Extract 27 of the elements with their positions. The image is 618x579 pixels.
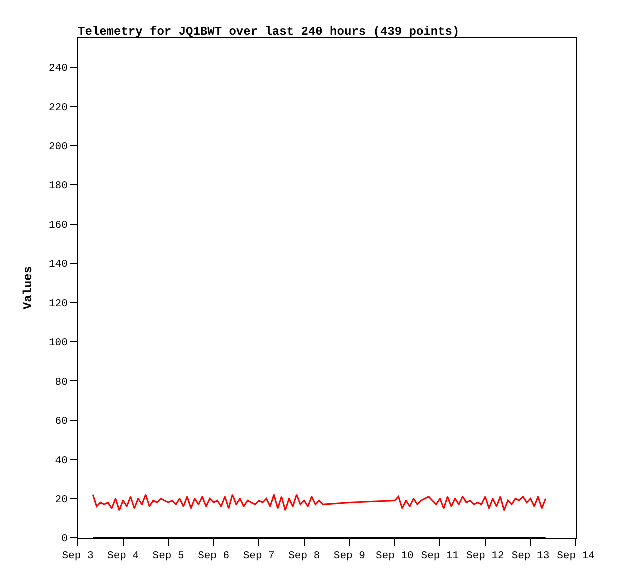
x-tick-label: Sep 7 — [243, 550, 275, 563]
x-tick-label: Sep 14 — [557, 550, 595, 563]
y-tick-label: 140 — [48, 259, 68, 272]
chart-title: Telemetry for JQ1BWT over last 240 hours (439 points) — [78, 25, 460, 40]
x-tick-label: Sep 9 — [334, 550, 366, 563]
y-tick-label: 160 — [48, 220, 68, 232]
y-tick-label: 180 — [48, 180, 68, 193]
y-tick-label: 0 — [62, 534, 68, 546]
y-tick-label: 220 — [48, 102, 68, 114]
x-tick-label: Sep 12 — [466, 550, 504, 563]
y-tick-label: 100 — [48, 338, 68, 350]
x-tick-label: Sep 8 — [288, 550, 320, 563]
x-tick-label: Sep 4 — [108, 550, 140, 563]
y-tick-label: 80 — [55, 376, 68, 389]
y-axis-title: Values — [21, 266, 36, 310]
y-tick-label: 20 — [55, 494, 68, 506]
x-tick-label: Sep 3 — [62, 550, 94, 563]
x-tick-label: Sep 10 — [376, 550, 414, 563]
y-tick-label: 240 — [48, 63, 68, 76]
y-tick-label: 60 — [55, 416, 68, 428]
x-tick-label: Sep 6 — [198, 550, 230, 563]
x-tick-label: Sep 11 — [421, 550, 460, 563]
y-tick-label: 120 — [48, 298, 68, 310]
y-tick-label: 40 — [55, 455, 68, 468]
x-tick-label: Sep 13 — [512, 550, 550, 563]
x-tick-label: Sep 5 — [152, 550, 184, 563]
y-tick-label: 200 — [48, 142, 68, 154]
